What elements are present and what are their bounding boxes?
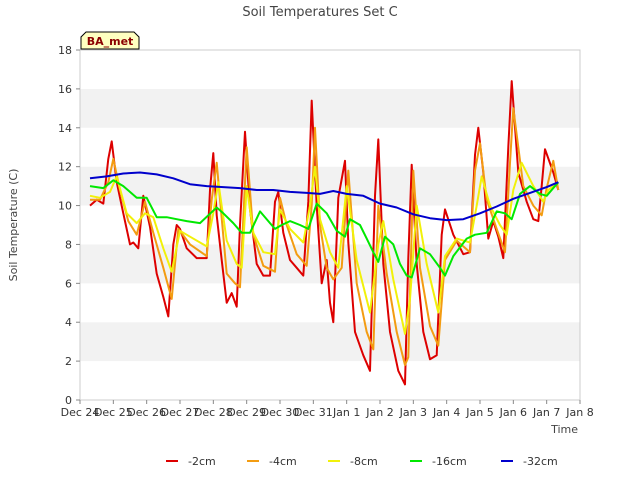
y-tick-label: 8 xyxy=(65,238,72,251)
x-tick-label: Jan 8 xyxy=(565,406,593,419)
chart-title: Soil Temperatures Set C xyxy=(242,5,397,20)
grid-band xyxy=(80,361,580,400)
x-tick-label: Dec 27 xyxy=(161,406,200,419)
series-line-minus-16cm xyxy=(89,179,560,279)
y-axis: 0 2 4 6 8 10 12 14 16 18 xyxy=(58,44,80,407)
station-badge: BA_met xyxy=(80,31,140,50)
y-tick-label: 12 xyxy=(58,161,72,174)
y-tick-label: 14 xyxy=(58,122,72,135)
y-tick-label: 16 xyxy=(58,83,72,96)
grid-bands xyxy=(80,50,580,400)
x-tick-label: Dec 31 xyxy=(294,406,333,419)
plot-area-frame xyxy=(79,49,581,401)
y-tick-label: 4 xyxy=(65,316,72,329)
x-axis-label: Time xyxy=(550,423,578,436)
y-axis-label: Soil Temperature (C) xyxy=(7,169,20,282)
x-tick-label: Jan 7 xyxy=(532,406,560,419)
x-tick-label: Jan 1 xyxy=(332,406,360,419)
grid-band xyxy=(80,166,580,206)
x-tick-label: Dec 28 xyxy=(194,406,233,419)
x-tick-label: Jan 4 xyxy=(432,406,460,419)
legend-label: -2cm xyxy=(188,455,216,468)
y-tick-label: 0 xyxy=(65,394,72,407)
series-line-minus-32cm xyxy=(89,171,559,222)
x-tick-label: Dec 30 xyxy=(261,406,300,419)
series-layer xyxy=(89,80,560,386)
legend-label: -16cm xyxy=(432,455,467,468)
grid-band xyxy=(80,88,580,128)
x-tick-label: Jan 2 xyxy=(365,406,393,419)
x-tick-label: Dec 25 xyxy=(94,406,133,419)
y-tick-label: 10 xyxy=(58,200,72,213)
x-tick-label: Jan 6 xyxy=(499,406,527,419)
badge-shape xyxy=(80,31,140,50)
legend-label: -32cm xyxy=(523,455,558,468)
grid-band xyxy=(80,322,580,362)
grid-band xyxy=(80,50,580,89)
y-tick-label: 18 xyxy=(58,44,72,57)
series-line-minus-8cm xyxy=(89,161,559,335)
y-tick-label: 6 xyxy=(65,277,72,290)
y-tick-label: 2 xyxy=(65,355,72,368)
legend: -2cm -4cm -8cm -16cm -32cm xyxy=(166,455,558,468)
x-tick-label: Jan 5 xyxy=(465,406,493,419)
x-tick-label: Dec 26 xyxy=(127,406,166,419)
x-tick-label: Dec 24 xyxy=(61,406,100,419)
badge-label: BA_met xyxy=(87,35,134,48)
x-tick-label: Dec 29 xyxy=(227,406,266,419)
legend-label: -8cm xyxy=(350,455,378,468)
grid-band xyxy=(80,127,580,167)
x-tick-label: Jan 3 xyxy=(399,406,427,419)
legend-label: -4cm xyxy=(269,455,297,468)
